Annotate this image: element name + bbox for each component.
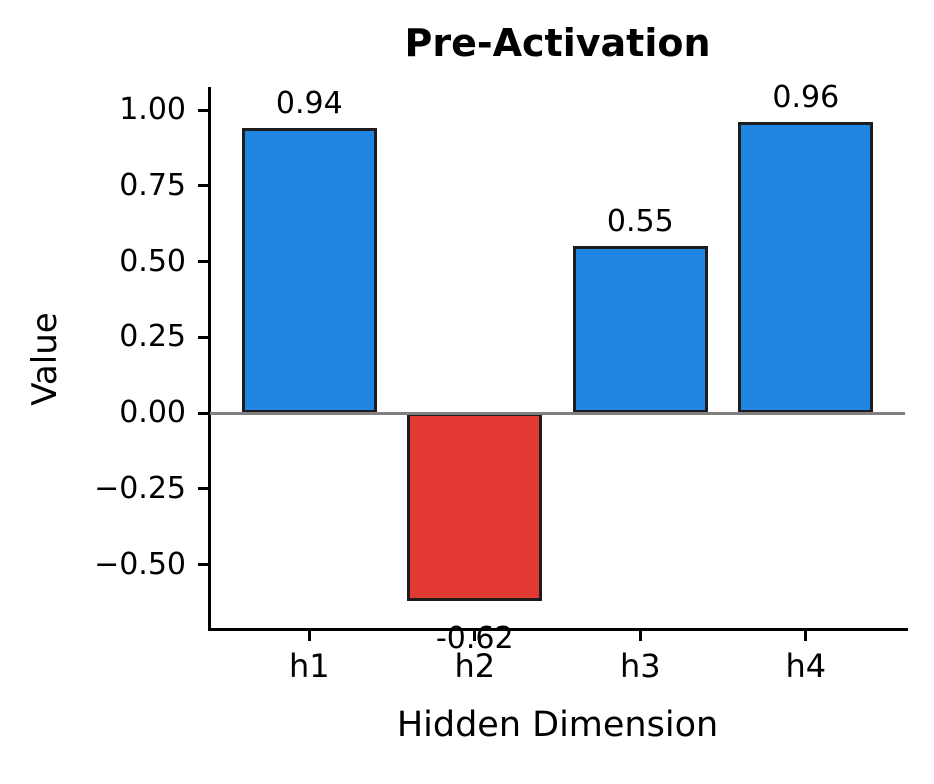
bar-h1 xyxy=(241,128,377,413)
x-tick-label-h3: h3 xyxy=(619,647,661,685)
y-axis-spine xyxy=(208,87,211,631)
y-tick-label: −0.50 xyxy=(94,546,186,582)
bar-value-label-h2: -0.62 xyxy=(435,620,514,656)
y-tick-label: 0.75 xyxy=(119,167,186,203)
bar-value-label-h1: 0.94 xyxy=(275,86,343,122)
y-tick-label: 0.50 xyxy=(119,243,186,279)
y-tick-mark xyxy=(198,260,209,263)
y-tick-label: 0.25 xyxy=(119,319,186,355)
bar-value-label-h3: 0.55 xyxy=(606,204,674,240)
bar-value-label-h4: 0.96 xyxy=(772,80,840,116)
y-tick-mark xyxy=(198,487,209,491)
x-tick-mark xyxy=(638,630,642,641)
y-tick-mark xyxy=(198,563,209,566)
bar-h4 xyxy=(738,122,874,413)
y-tick-mark xyxy=(198,335,209,339)
y-tick-mark xyxy=(198,411,209,415)
x-tick-label-h2: h2 xyxy=(454,647,496,685)
y-tick-label: −0.25 xyxy=(94,470,186,506)
y-axis-label: Value xyxy=(25,312,65,406)
bar-h2 xyxy=(407,413,543,601)
x-axis-label: Hidden Dimension xyxy=(396,705,719,745)
y-tick-label: 1.00 xyxy=(119,92,186,127)
x-tick-mark xyxy=(307,630,311,641)
zero-baseline xyxy=(210,412,905,415)
y-tick-mark xyxy=(198,184,209,188)
x-tick-label-h1: h1 xyxy=(288,647,330,685)
chart-title: Pre-Activation xyxy=(404,21,711,65)
x-tick-label-h4: h4 xyxy=(785,647,827,685)
y-tick-label: 0.00 xyxy=(119,395,186,430)
y-tick-mark xyxy=(198,108,209,112)
x-tick-mark xyxy=(804,630,808,641)
x-axis-spine xyxy=(208,628,908,631)
bar-h3 xyxy=(572,246,708,413)
x-tick-mark xyxy=(473,630,477,641)
